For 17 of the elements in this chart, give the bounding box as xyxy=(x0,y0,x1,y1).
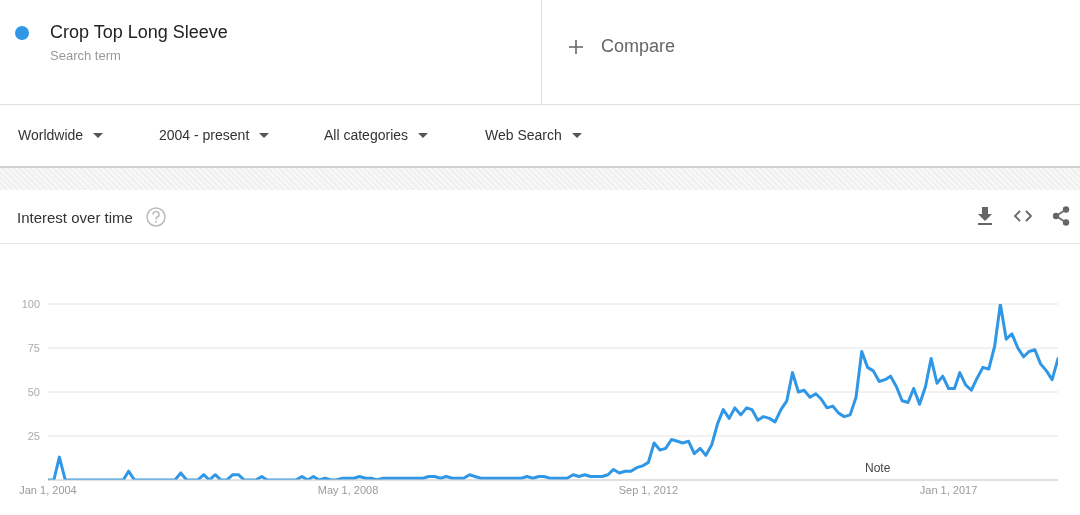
text: 2004 - present xyxy=(159,127,250,143)
x-tick-label: Jan 1, 2017 xyxy=(919,483,978,496)
annotation: Note xyxy=(865,461,891,475)
x-tick-label: May 1, 2008 xyxy=(317,483,379,496)
y-tick-label: 25 xyxy=(27,429,40,442)
y-tick-label: 50 xyxy=(27,385,40,398)
legend-label: Crop Top Long Sleeve xyxy=(50,22,228,43)
text: Search term xyxy=(50,48,121,63)
y-tick-label: 75 xyxy=(27,341,40,354)
text: Web Search xyxy=(485,127,562,143)
y-tick-label: 100 xyxy=(21,297,40,310)
chart-title: Interest over time xyxy=(17,208,133,226)
text: Worldwide xyxy=(18,127,84,143)
text: Compare xyxy=(601,36,676,57)
text: All categories xyxy=(324,127,409,143)
x-tick-label: Sep 1, 2012 xyxy=(618,483,679,496)
x-tick-label: Jan 1, 2004 xyxy=(19,483,77,496)
